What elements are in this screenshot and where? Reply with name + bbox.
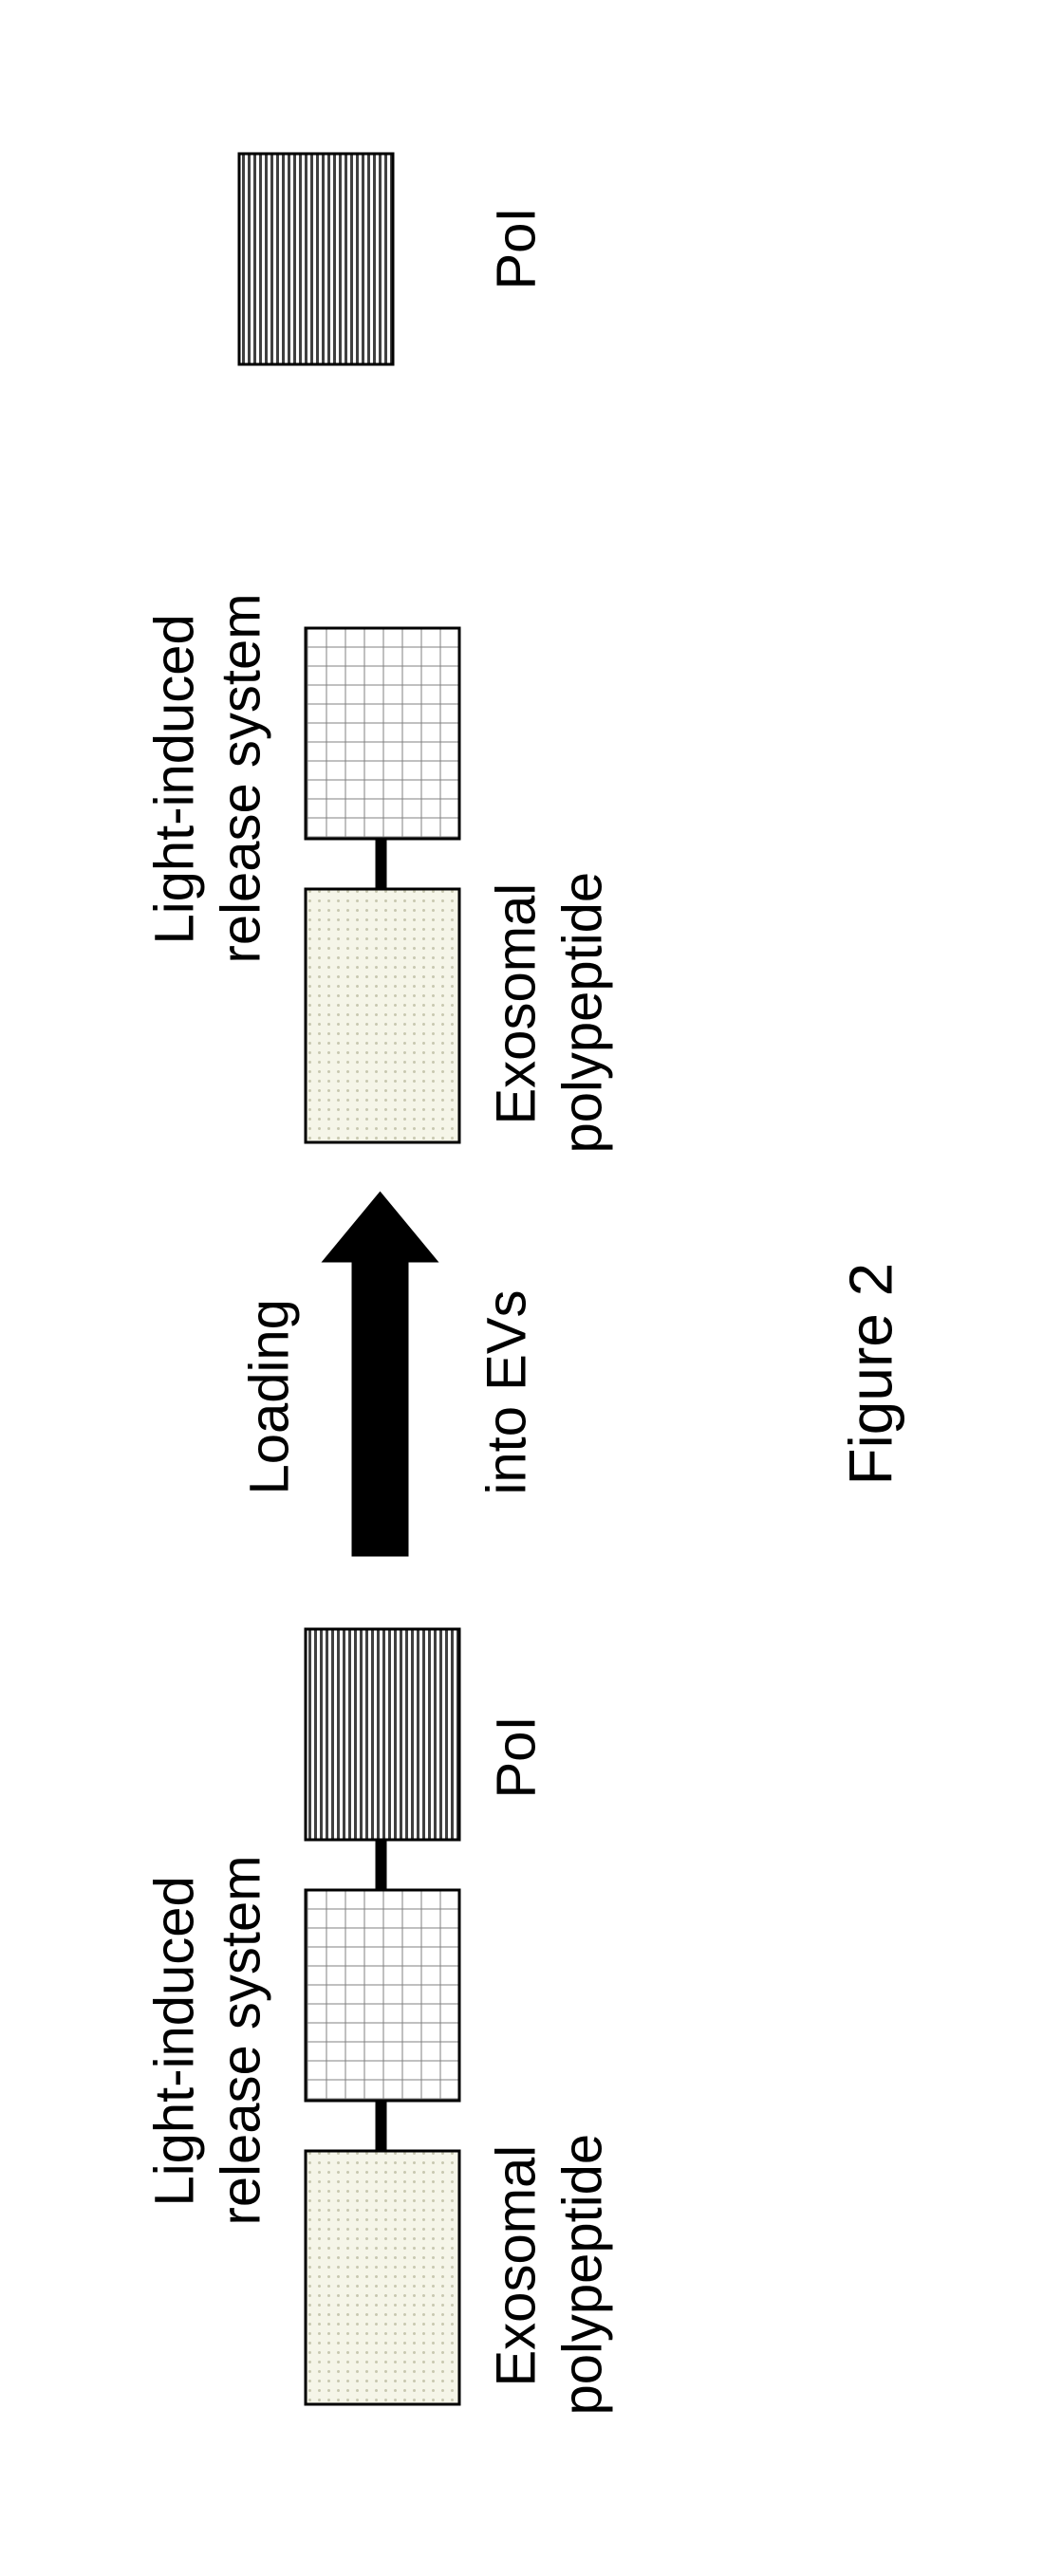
label-loading: Loading xyxy=(237,1299,301,1494)
label-release-system-1: release system xyxy=(209,1855,272,2225)
box-pol-2 xyxy=(237,152,394,365)
label-pol-1: PoI xyxy=(484,1715,548,1798)
label-into-evs: into EVs xyxy=(475,1289,538,1494)
box-exosomal-2 xyxy=(304,887,460,1143)
label-release-system-2: release system xyxy=(209,593,272,963)
label-polypeptide-1: polypeptide xyxy=(550,2133,614,2415)
box-lirs-2 xyxy=(304,626,460,840)
box-lirs-1 xyxy=(304,1888,460,2102)
connector-3 xyxy=(375,840,386,887)
box-pol-1 xyxy=(304,1627,460,1841)
connector-2 xyxy=(375,1841,386,1888)
label-light-induced-2: Light-induced xyxy=(142,614,206,944)
pattern-hlines-icon xyxy=(240,155,391,362)
label-polypeptide-2: polypeptide xyxy=(550,871,614,1153)
label-exosomal-1: Exosomal xyxy=(484,2144,548,2386)
arrow-body xyxy=(351,1262,408,1556)
label-light-induced-1: Light-induced xyxy=(142,1876,206,2206)
pattern-grid-icon xyxy=(307,1891,457,2099)
pattern-grid-icon xyxy=(307,629,457,837)
pattern-dots-icon xyxy=(307,2152,457,2402)
pattern-hlines-icon xyxy=(307,1630,457,1838)
figure-content: Light-induced release system Exosomal po… xyxy=(0,0,1043,2576)
figure-caption: Figure 2 xyxy=(835,1262,905,1485)
label-pol-2: PoI xyxy=(484,207,548,289)
arrow-head-icon xyxy=(321,1191,438,1262)
pattern-dots-icon xyxy=(307,890,457,1140)
label-exosomal-2: Exosomal xyxy=(484,882,548,1124)
connector-1 xyxy=(375,2102,386,2149)
box-exosomal-1 xyxy=(304,2149,460,2405)
